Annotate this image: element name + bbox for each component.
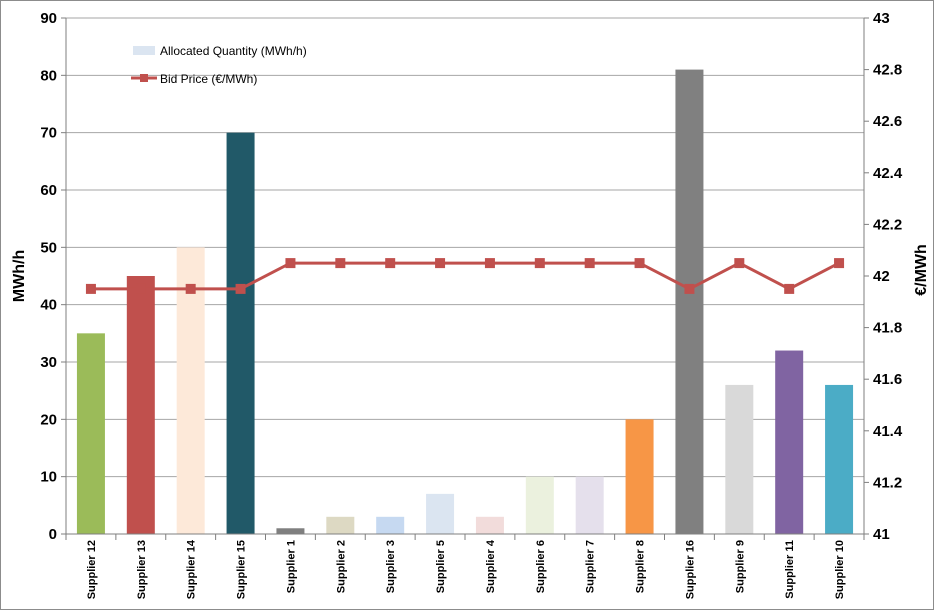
category-label: Supplier 8	[635, 540, 647, 593]
y2-axis-label: €/MWh	[913, 244, 930, 296]
legend-label-bars: Allocated Quantity (MWh/h)	[160, 44, 307, 58]
bar	[226, 132, 255, 534]
bar	[575, 476, 604, 534]
bar	[176, 247, 205, 535]
price-marker	[235, 283, 246, 294]
price-line	[90, 261, 840, 291]
right-axis-ticks: 41 41.2 41.4 41.6 41.8 42 42.2 42.4 42.6 42.8 43	[873, 10, 903, 543]
right-tick-label: 42.2	[873, 216, 902, 233]
line-series	[85, 258, 845, 294]
left-tick-label: 10	[40, 469, 57, 486]
price-marker	[784, 283, 795, 294]
right-tick-label: 43	[873, 10, 890, 27]
price-marker	[684, 283, 695, 294]
category-label: Supplier 2	[335, 540, 347, 593]
category-label: Supplier 5	[435, 540, 447, 593]
category-label: Supplier 6	[535, 540, 547, 593]
price-marker	[484, 258, 495, 269]
category-label: Supplier 16	[684, 540, 696, 599]
bar	[426, 493, 455, 534]
right-tick-label: 41.6	[873, 371, 902, 388]
left-tick-label: 0	[49, 526, 57, 543]
legend-swatch-marker	[140, 74, 148, 82]
legend-label-line: Bid Price (€/MWh)	[160, 72, 257, 86]
price-marker	[634, 258, 645, 269]
price-marker	[185, 283, 196, 294]
price-marker	[335, 258, 346, 269]
left-tick-label: 30	[40, 354, 57, 371]
category-label: Supplier 12	[86, 540, 98, 599]
category-label: Supplier 10	[834, 540, 846, 599]
left-tick-label: 50	[40, 239, 57, 256]
price-marker	[85, 283, 96, 294]
bar	[625, 419, 654, 534]
price-marker	[285, 258, 296, 269]
bar	[276, 528, 305, 534]
left-tick-label: 80	[40, 67, 57, 84]
left-tick-label: 70	[40, 125, 57, 142]
category-label: Supplier 11	[784, 540, 796, 599]
category-label: Supplier 9	[734, 540, 746, 593]
bar	[76, 333, 105, 534]
category-labels: Supplier 12 Supplier 13 Supplier 14 Supplie…	[86, 539, 846, 599]
right-tick-label: 41.8	[873, 320, 902, 337]
right-tick-label: 42.6	[873, 113, 902, 130]
price-marker	[834, 258, 845, 269]
category-label: Supplier 1	[285, 540, 297, 593]
price-marker	[435, 258, 446, 269]
category-label: Supplier 7	[585, 540, 597, 593]
bar	[725, 384, 754, 534]
bar	[525, 476, 554, 534]
left-tick-label: 90	[40, 10, 57, 27]
price-marker	[584, 258, 595, 269]
bar	[825, 384, 854, 534]
legend-swatch-bars	[133, 46, 155, 55]
bar	[475, 516, 504, 534]
bar	[675, 69, 704, 534]
category-label: Supplier 4	[485, 539, 497, 593]
right-tick-label: 41	[873, 526, 890, 543]
y-axis-label: MWh/h	[11, 250, 28, 302]
bar-series	[76, 69, 854, 535]
axes	[61, 17, 869, 540]
left-tick-label: 40	[40, 297, 57, 314]
right-tick-label: 41.4	[873, 423, 903, 440]
right-tick-label: 42.4	[873, 165, 903, 182]
category-label: Supplier 14	[186, 539, 198, 599]
left-tick-label: 20	[40, 411, 57, 428]
price-marker	[385, 258, 396, 269]
right-tick-label: 42	[873, 268, 890, 285]
bar	[326, 516, 355, 534]
category-label: Supplier 15	[236, 540, 248, 599]
right-tick-label: 41.2	[873, 474, 902, 491]
bar	[775, 350, 804, 534]
bar	[376, 516, 405, 534]
legend: Allocated Quantity (MWh/h) Bid Price (€/…	[131, 44, 307, 86]
left-axis-ticks: 0 10 20 30 40 50 60 70 80 90	[40, 10, 57, 543]
left-tick-label: 60	[40, 182, 57, 199]
price-marker	[534, 258, 545, 269]
bar	[126, 276, 155, 534]
category-label: Supplier 3	[385, 540, 397, 593]
price-marker	[734, 258, 745, 269]
price-marker	[135, 283, 146, 294]
category-label: Supplier 13	[136, 540, 148, 599]
right-tick-label: 42.8	[873, 62, 902, 79]
